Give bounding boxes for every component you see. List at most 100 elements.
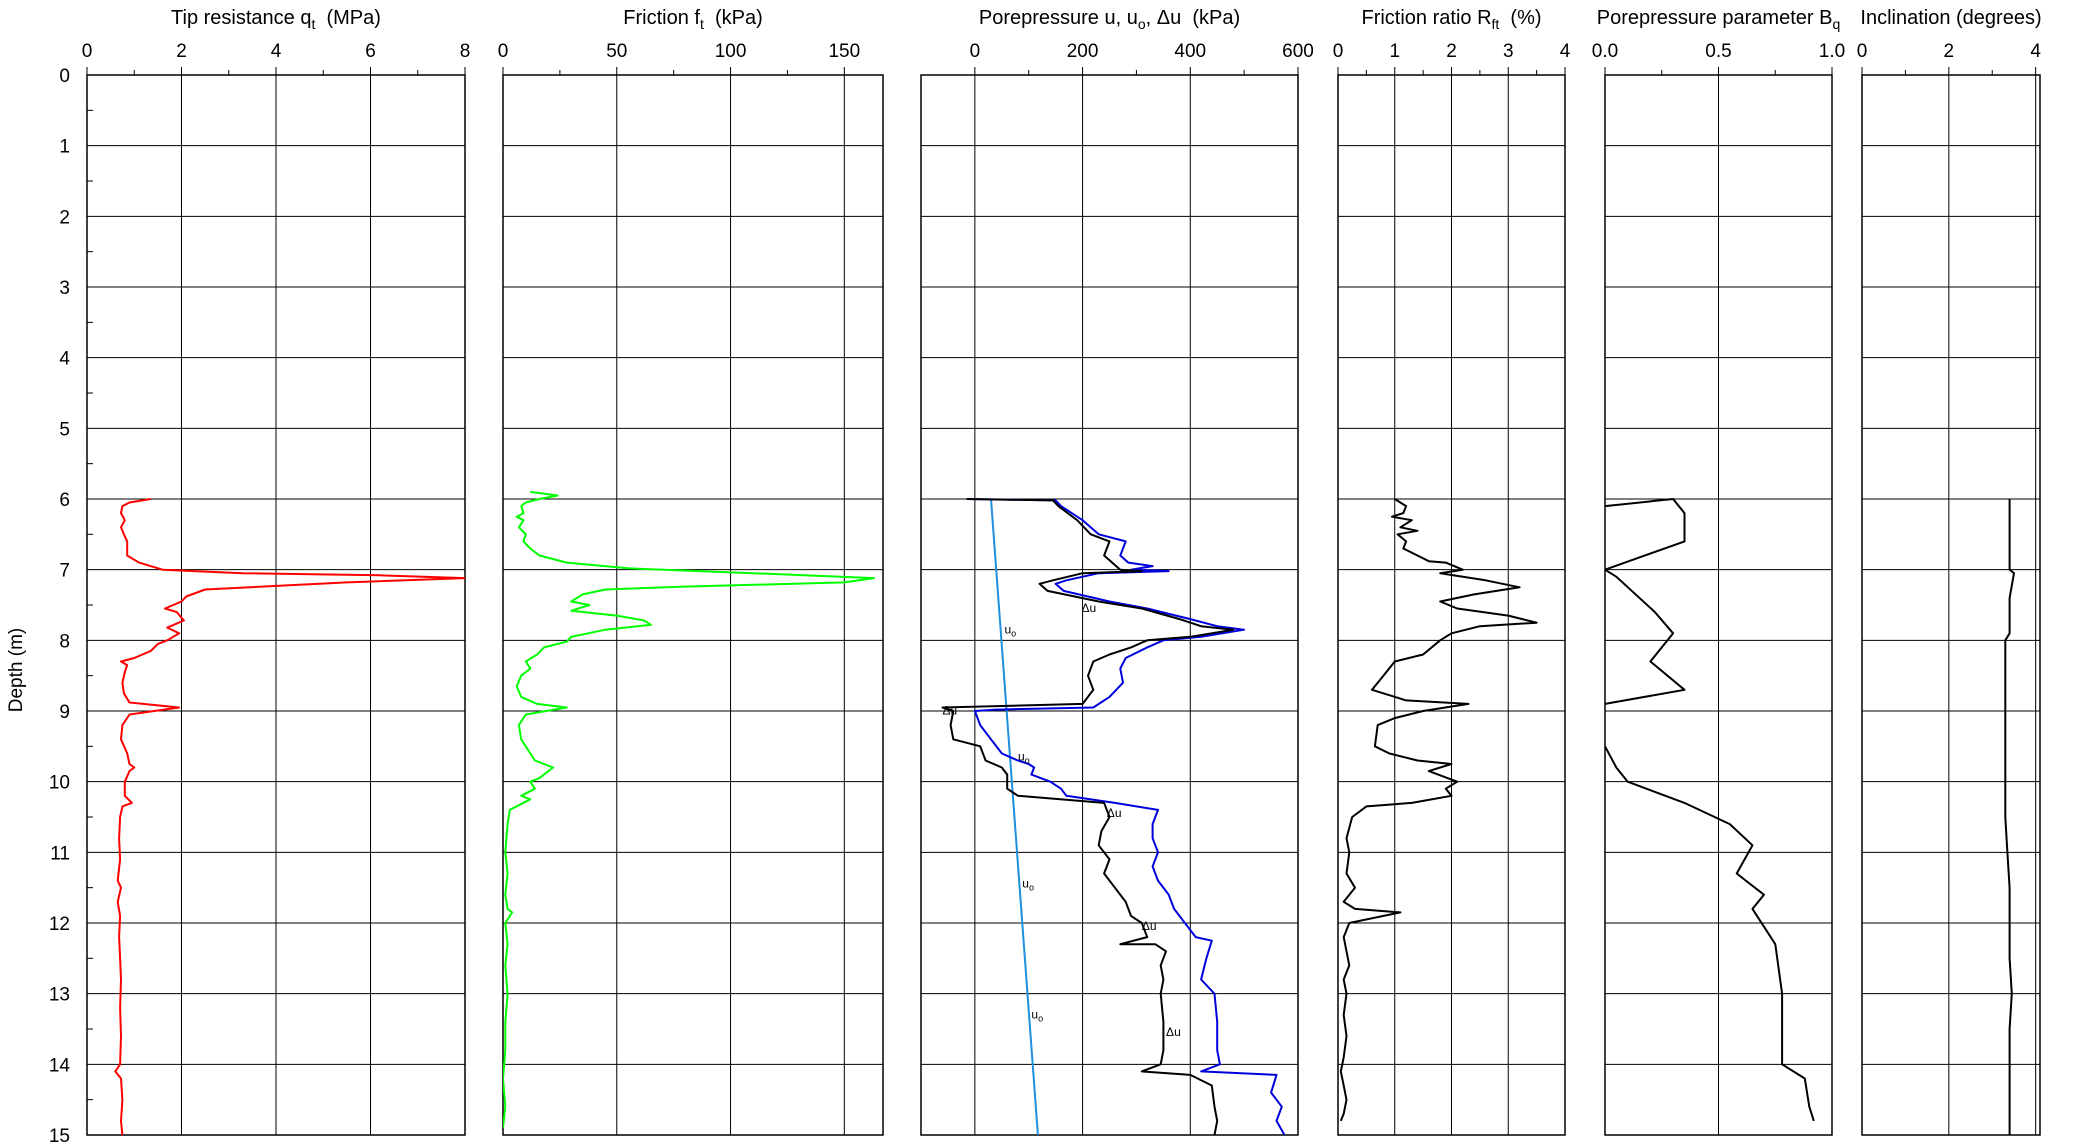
y-tick-label: 7	[59, 561, 70, 582]
y-tick-label: 12	[49, 914, 70, 935]
panel-title-unit: (kPa)	[704, 7, 763, 29]
panel-1: 0 2 4 6 8 Tip resistance qt (MPa)	[82, 7, 471, 1136]
panel-title-main: Porepressure u, u	[979, 7, 1138, 29]
series-annotation-text: Δu	[1107, 806, 1122, 820]
y-tick-label: 2	[59, 207, 70, 228]
y-tick-label: 3	[59, 278, 70, 299]
x-tick-label: 0	[1857, 41, 1868, 62]
series-annotation: uo	[1018, 749, 1030, 765]
series-annotation: uo	[1031, 1007, 1043, 1023]
panel-title: Friction ft (kPa)	[623, 7, 762, 32]
series-annotation: Δu	[1142, 919, 1157, 933]
panel-title-subscript: t	[700, 16, 704, 32]
series-annotation-text: u	[1031, 1007, 1038, 1021]
y-tick-label: 6	[59, 490, 70, 511]
x-tick-label: 8	[460, 41, 471, 62]
y-tick-label: 4	[59, 349, 70, 370]
x-tick-label: 0.5	[1705, 41, 1731, 62]
series-annotation-text: u	[1004, 622, 1011, 636]
y-tick-label: 5	[59, 419, 70, 440]
x-tick-label: 2	[176, 41, 187, 62]
series-annotation: uo	[1004, 622, 1016, 638]
x-tick-label: 100	[715, 41, 747, 62]
series-annotation-text: u	[1022, 877, 1029, 891]
panel-title-main: Tip resistance q	[171, 7, 311, 29]
series-annotation: Δu	[1081, 601, 1096, 615]
x-tick-label: 50	[606, 41, 627, 62]
panel-title-subscript: o	[1138, 16, 1146, 32]
panel-frame	[1337, 74, 1566, 1136]
y-axis-label: Depth (m)	[6, 628, 27, 712]
panel-frame	[1604, 74, 1833, 1136]
series-annotation-text: Δu	[1142, 919, 1157, 933]
y-tick-label: 8	[59, 631, 70, 652]
panel-title-main: Friction f	[623, 7, 700, 29]
x-tick-label: 0	[1333, 41, 1344, 62]
panel-frame	[502, 74, 884, 1136]
series-line-1	[1339, 498, 1538, 1122]
panel-frame	[86, 74, 466, 1136]
series-annotation-text: Δu	[1081, 601, 1096, 615]
series-annotation-subscript: o	[1029, 883, 1034, 893]
panel-title: Porepressure parameter Bq	[1597, 7, 1840, 32]
panel-title: Tip resistance qt (MPa)	[171, 7, 381, 32]
panel-6: 0 2 4 Inclination (degrees)	[1857, 7, 2042, 1136]
panel-title-unit: (%)	[1499, 7, 1541, 29]
series-annotation-text: u	[1018, 749, 1025, 763]
panel-title-main: Inclination (degrees)	[1860, 7, 2041, 29]
panel-frame	[920, 74, 1299, 1136]
x-tick-label: 0.0	[1592, 41, 1618, 62]
x-tick-label: 2	[1944, 41, 1955, 62]
series-annotation: Δu	[1166, 1025, 1181, 1039]
panel-frame	[1861, 74, 2041, 1136]
x-tick-label: 1	[1389, 41, 1400, 62]
x-tick-label: 600	[1282, 41, 1314, 62]
x-tick-label: 0	[498, 41, 509, 62]
panel-title: Friction ratio Rft (%)	[1361, 7, 1541, 32]
y-tick-label: 13	[49, 985, 70, 1006]
x-tick-label: 2	[1446, 41, 1457, 62]
series-annotation: Δu	[1107, 806, 1122, 820]
y-tick-label: 15	[49, 1126, 70, 1142]
series-line-1	[2004, 499, 2015, 1135]
series-line-1	[503, 490, 875, 1129]
x-tick-label: 200	[1067, 41, 1099, 62]
panel-title-unit: , Δu (kPa)	[1146, 7, 1241, 29]
panel-title-unit: (MPa)	[315, 7, 381, 29]
panel-4: 0 1 2 3 4 Friction ratio Rft (%)	[1333, 7, 1571, 1136]
x-tick-label: 4	[2030, 41, 2041, 62]
series-annotation-subscript: o	[1038, 1013, 1043, 1023]
x-tick-label: 4	[1560, 41, 1571, 62]
series-annotation: Δu	[943, 704, 958, 718]
panel-title-subscript: q	[1832, 16, 1840, 32]
y-tick-label: 11	[50, 843, 70, 864]
y-tick-label: 14	[49, 1055, 71, 1076]
x-tick-label: 6	[365, 41, 376, 62]
panel-5: 0.0 0.5 1.0 Porepressure parameter Bq	[1592, 7, 1845, 1136]
series-line-1	[990, 498, 1039, 1135]
y-tick-label: 9	[59, 702, 70, 723]
x-tick-label: 150	[828, 41, 860, 62]
x-tick-label: 0	[82, 41, 93, 62]
series-annotation: uo	[1022, 877, 1034, 893]
series-annotation-text: Δu	[1166, 1025, 1181, 1039]
panel-title-main: Porepressure parameter B	[1597, 7, 1833, 29]
x-tick-label: 4	[271, 41, 282, 62]
panel-title-subscript: ft	[1492, 16, 1500, 32]
series-annotation-text: Δu	[943, 704, 958, 718]
panel-title-subscript: t	[311, 16, 315, 32]
series-line-1	[1605, 498, 1686, 705]
y-tick-label: 0	[59, 66, 70, 87]
series-line-2	[1605, 745, 1815, 1122]
series-annotation-subscript: o	[1011, 628, 1016, 638]
series-line-3	[941, 498, 1235, 1135]
panel-title: Inclination (degrees)	[1860, 7, 2041, 29]
x-tick-label: 400	[1174, 41, 1206, 62]
series-line-1	[114, 498, 465, 1135]
x-tick-label: 0	[970, 41, 981, 62]
series-annotation-subscript: o	[1025, 755, 1030, 765]
